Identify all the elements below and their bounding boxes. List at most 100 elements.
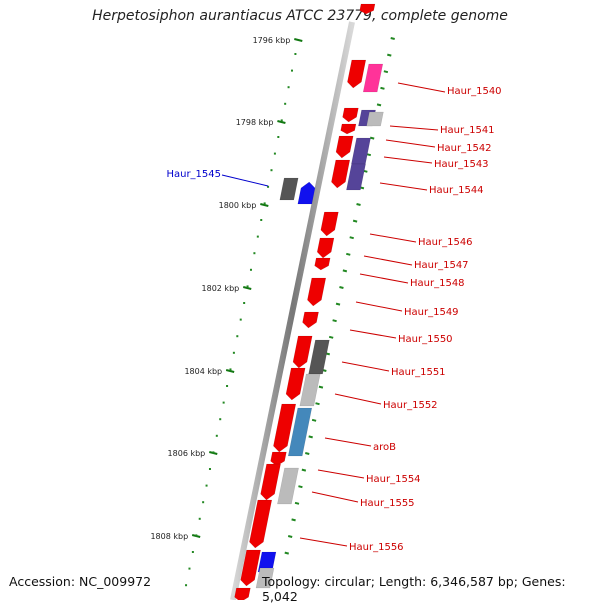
scale-dot (256, 235, 259, 238)
scale-dot (294, 53, 297, 55)
scale-dot (219, 418, 222, 421)
gene-label[interactable]: Haur_1556 (349, 542, 404, 553)
gene-label[interactable]: Haur_1547 (414, 260, 469, 271)
gene-arrow (342, 107, 359, 123)
label-leader-line (334, 393, 382, 405)
gene-label[interactable]: Haur_1542 (437, 143, 492, 154)
outer-scale-dash (342, 269, 348, 273)
gene-arrow (320, 211, 339, 237)
scale-major-tick (242, 286, 252, 290)
gene-arrow (359, 3, 376, 15)
gene-arrow (249, 499, 273, 549)
label-leader-line (324, 437, 372, 447)
label-leader-line (385, 139, 436, 148)
scale-labels: 1796 kbp 1798 kbp 1800 kbp 1802 kbp 1804 kbp… (150, 36, 290, 541)
label-leader-line (221, 174, 269, 187)
label-leader-line (349, 329, 397, 339)
outer-scale-dash (387, 53, 392, 57)
scale-dot (232, 351, 235, 354)
outer-scale-dash (315, 402, 320, 406)
gene-label[interactable]: Haur_1546 (418, 237, 473, 248)
gene-label[interactable]: aroB (373, 442, 396, 453)
gene-arrow (308, 339, 330, 375)
scale-major-tick (277, 120, 286, 124)
outer-scale-dash (376, 103, 382, 107)
gene-label[interactable]: Haur_1550 (398, 334, 453, 345)
label-leaders (221, 82, 446, 547)
gene-label[interactable]: Haur_1555 (360, 498, 415, 509)
scale-dot (284, 102, 287, 105)
scale-dot (208, 468, 211, 470)
outer-scale-dash (318, 385, 324, 389)
accession-text: Accession: NC_009972 (9, 574, 152, 589)
scale-dot (287, 86, 290, 89)
scale-dot (263, 202, 266, 205)
gene-arrow (287, 407, 313, 457)
outer-scale-dash (346, 252, 351, 256)
gene-arrow (302, 311, 319, 329)
scale-dot (267, 185, 270, 188)
outer-scale-dash (328, 335, 334, 339)
gene-features (234, 3, 384, 600)
scale-dot (215, 434, 218, 437)
scale-dot (243, 302, 246, 304)
gene-label[interactable]: Haur_1552 (383, 400, 438, 411)
scale-label: 1802 kbp (202, 284, 240, 293)
gene-label[interactable]: Haur_1548 (410, 278, 465, 289)
gene-arrow (234, 587, 251, 600)
scale-label: 1806 kbp (168, 449, 206, 458)
outer-scale-dash (380, 86, 385, 90)
gene-label[interactable]: Haur_1551 (391, 367, 446, 378)
outer-scale-dash (352, 219, 358, 223)
gene-arrow (346, 163, 366, 191)
gene-arrow (297, 181, 316, 205)
outer-scale-dash (335, 302, 341, 306)
gene-arrow (362, 63, 384, 93)
label-leader-line (369, 233, 417, 243)
gene-arrow (273, 403, 297, 453)
scale-dot (249, 268, 252, 271)
outer-scale-dash (356, 203, 361, 206)
label-leader-line (389, 125, 439, 131)
gene-arrow (260, 463, 281, 501)
scale-dot (185, 584, 188, 587)
outer-scale-dash (301, 468, 307, 472)
gene-arrow (279, 177, 299, 201)
outer-scale-dash (294, 501, 300, 505)
gene-label[interactable]: Haur_1543 (434, 159, 489, 170)
label-leader-line (341, 361, 390, 372)
gene-arrow (351, 137, 371, 165)
scale-dot (212, 451, 215, 454)
scale-dot (198, 517, 201, 520)
scale-dot (277, 136, 280, 138)
scale-major-tick (260, 203, 269, 207)
scale-major-tick (294, 38, 303, 42)
gene-arrow (316, 237, 335, 259)
label-leader-line (383, 156, 433, 164)
scale-dot (260, 219, 263, 221)
label-leader-line (317, 469, 365, 479)
gene-arrow (347, 59, 367, 89)
scale-dot (188, 567, 191, 570)
gene-label[interactable]: Haur_1541 (440, 125, 495, 136)
outer-scale-dash (298, 485, 303, 489)
gene-arrow (331, 159, 351, 189)
outer-scale-dash (369, 136, 375, 140)
gene-arrow (340, 123, 357, 135)
scale-label: 1804 kbp (184, 367, 222, 376)
gene-arrow (335, 135, 354, 159)
gene-label[interactable]: Haur_1545 (166, 169, 221, 180)
scale-dot (229, 368, 232, 371)
outer-scale-dash (287, 535, 293, 538)
gene-arrow (240, 549, 261, 587)
gene-labels: Haur_1540 Haur_1541 Haur_1542 Haur_1543 Haur… (166, 86, 501, 553)
outer-scale-dash (383, 70, 389, 74)
gene-label[interactable]: Haur_1549 (404, 307, 459, 318)
scale-dot (246, 285, 249, 288)
outer-scale-dash (390, 37, 395, 40)
gene-label[interactable]: Haur_1554 (366, 474, 421, 485)
gene-label[interactable]: Haur_1544 (429, 185, 484, 196)
map-title: Herpetosiphon aurantiacus ATCC 23779, co… (92, 8, 508, 24)
gene-label[interactable]: Haur_1540 (447, 86, 502, 97)
